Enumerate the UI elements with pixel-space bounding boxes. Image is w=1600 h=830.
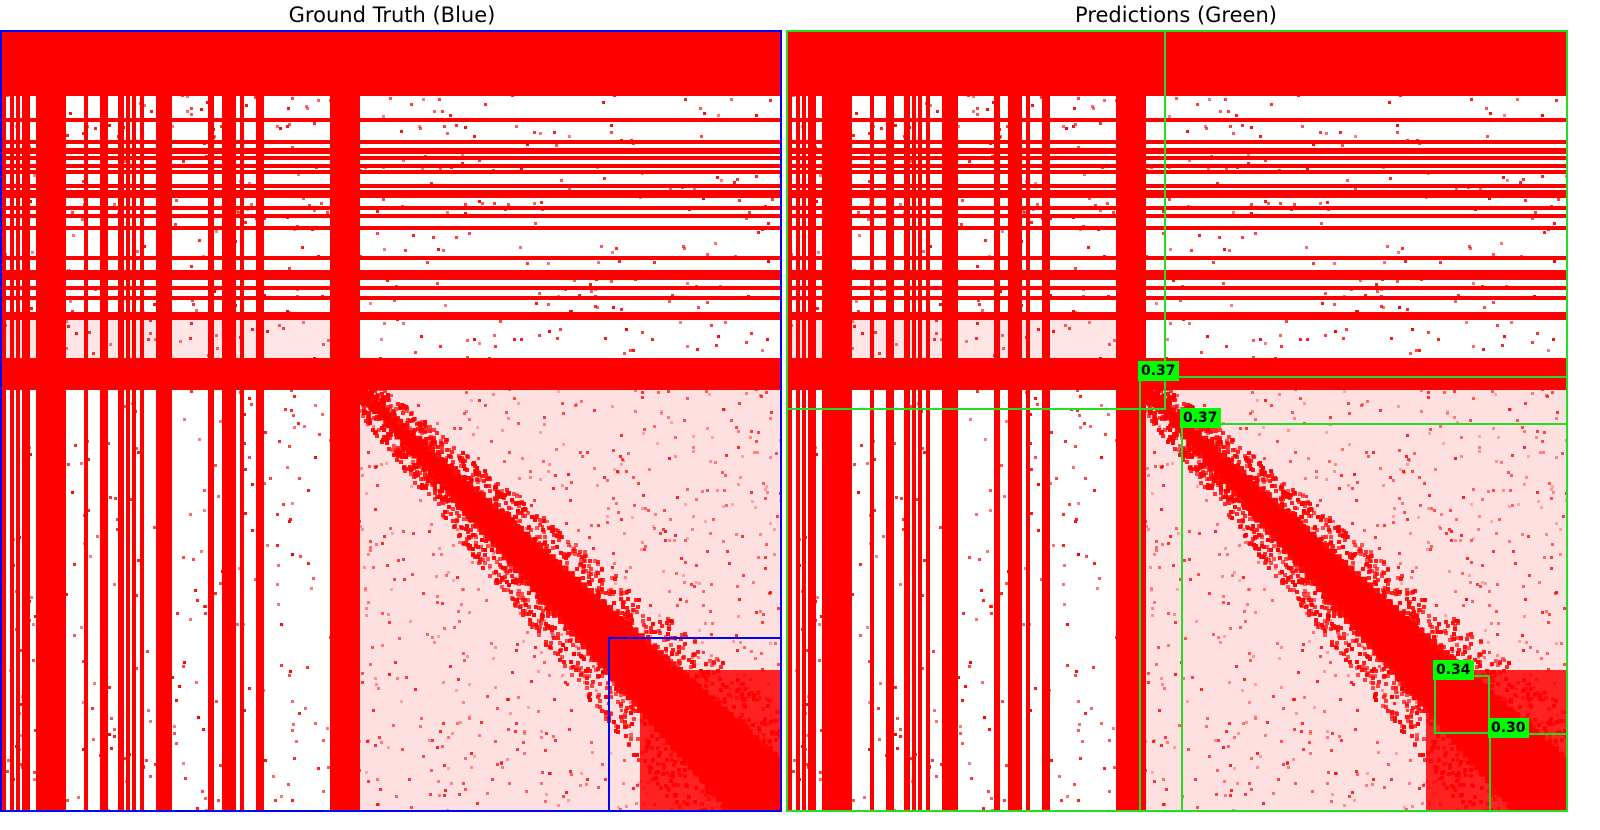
prediction-score-label: 0.37	[1138, 361, 1179, 381]
predictions-heatmap	[786, 30, 1568, 812]
predictions-title: Predictions (Green)	[1075, 3, 1277, 27]
prediction-score-label: 0.34	[1433, 660, 1474, 680]
prediction-score-label: 0.30	[1488, 718, 1529, 738]
ground-truth-panel	[0, 30, 782, 812]
ground-truth-title: Ground Truth (Blue)	[288, 3, 496, 27]
prediction-score-label: 0.37	[1180, 408, 1221, 428]
predictions-panel: 0.37 0.37 0.34 0.30	[786, 30, 1568, 812]
ground-truth-heatmap	[0, 30, 782, 812]
